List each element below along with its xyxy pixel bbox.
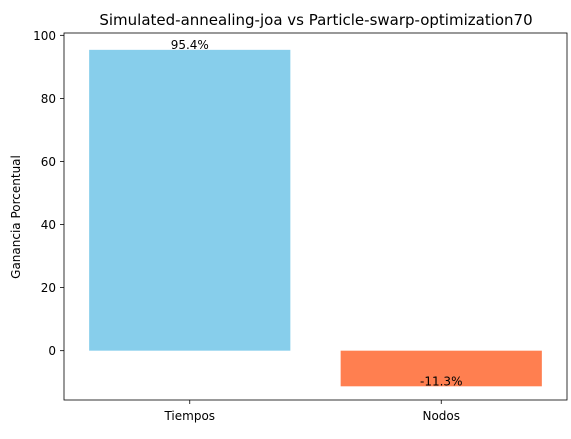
- x-tick-label: Tiempos: [163, 409, 215, 423]
- data-label-tiempos: 95.4%: [171, 38, 209, 52]
- y-tick-label: 80: [41, 92, 56, 106]
- y-tick-label: 100: [33, 29, 56, 43]
- plot-frame: [63, 32, 568, 401]
- plot-area: 95.4% -11.3% 0 20 40 60 80 100 Tiempos Nodos: [33, 29, 568, 423]
- y-axis-label: Ganancia Porcentual: [9, 155, 23, 279]
- x-tick-label: Nodos: [422, 409, 460, 423]
- y-tick-label: 0: [48, 344, 56, 358]
- y-tick-label: 60: [41, 155, 56, 169]
- y-tick-label: 40: [41, 218, 56, 232]
- y-tick-label: 20: [41, 281, 56, 295]
- bar-tiempos: [89, 49, 291, 351]
- bar-nodos: [340, 350, 542, 387]
- data-label-nodos: -11.3%: [420, 374, 462, 388]
- chart-title: Simulated-annealing-joa vs Particle-swar…: [99, 11, 532, 29]
